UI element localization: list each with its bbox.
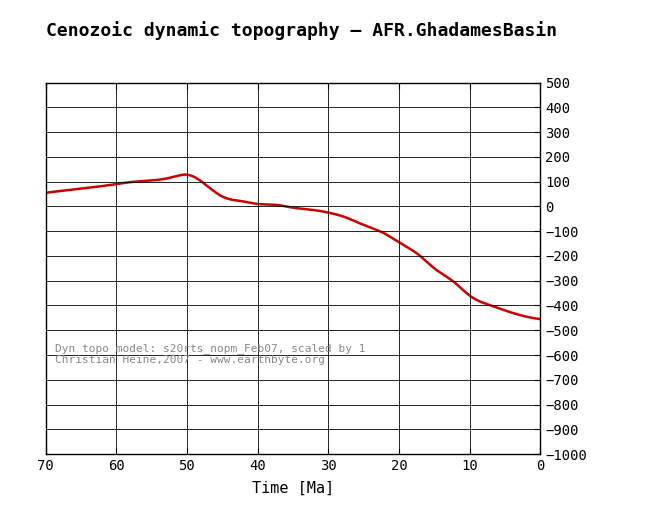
Text: Dyn topo model: s20rts_nopm_Feb07, scaled by 1
Christian Heine,2007 - www.earthb: Dyn topo model: s20rts_nopm_Feb07, scale… <box>55 343 366 365</box>
Text: Cenozoic dynamic topography – AFR.GhadamesBasin: Cenozoic dynamic topography – AFR.Ghadam… <box>46 21 557 40</box>
X-axis label: Time [Ma]: Time [Ma] <box>252 481 334 496</box>
